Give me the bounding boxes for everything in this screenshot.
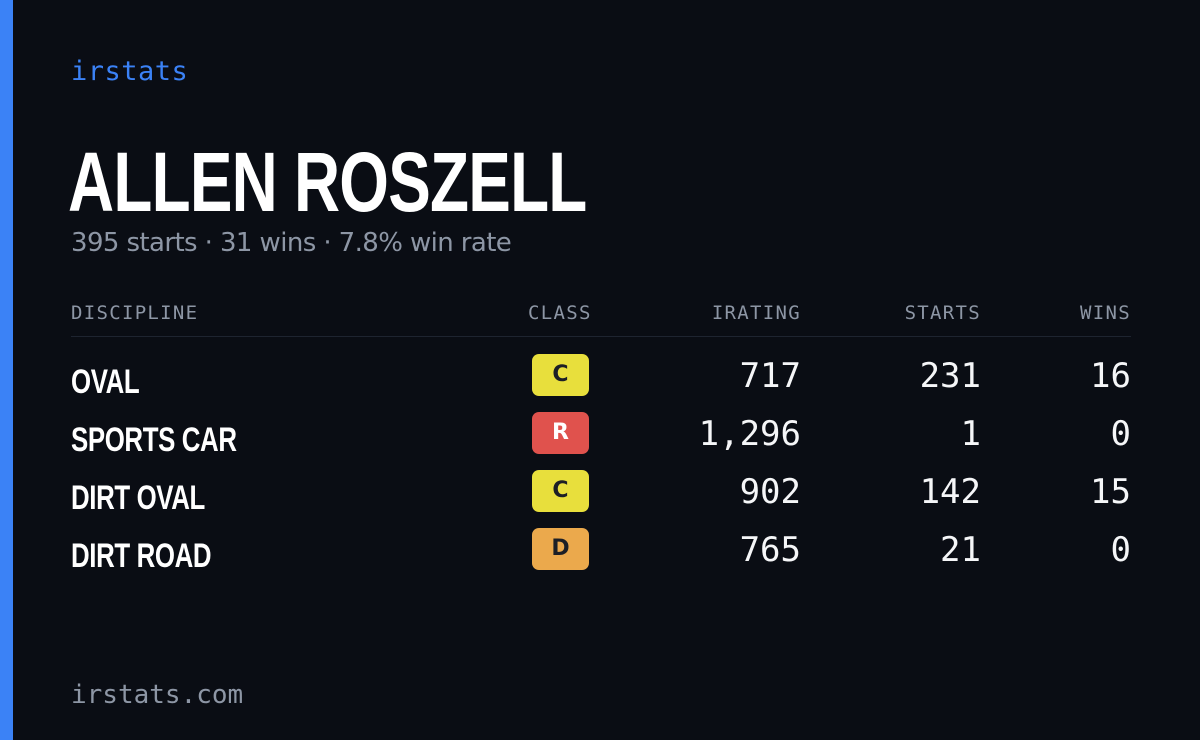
class-badge: R bbox=[532, 412, 589, 454]
brand-logo-text: irstats bbox=[71, 56, 189, 87]
starts-cell: 231 bbox=[919, 356, 981, 396]
class-badge: C bbox=[532, 354, 589, 396]
driver-summary: 395 starts · 31 wins · 7.8% win rate bbox=[71, 228, 512, 258]
header-divider bbox=[71, 336, 1131, 337]
wins-cell: 0 bbox=[1110, 414, 1131, 454]
column-header-starts: STARTS bbox=[904, 302, 981, 324]
column-header-irating: IRATING bbox=[711, 302, 801, 324]
table-row: SPORTS CAR R 1,296 1 0 bbox=[0, 412, 1200, 470]
wins-cell: 16 bbox=[1090, 356, 1131, 396]
discipline-cell: DIRT OVAL bbox=[71, 479, 205, 517]
column-header-discipline: DISCIPLINE bbox=[71, 302, 199, 324]
discipline-cell: DIRT ROAD bbox=[71, 537, 212, 575]
wins-cell: 15 bbox=[1090, 472, 1131, 512]
class-badge: C bbox=[532, 470, 589, 512]
starts-cell: 142 bbox=[919, 472, 981, 512]
accent-bar bbox=[0, 0, 13, 740]
irating-cell: 717 bbox=[739, 356, 801, 396]
footer-url: irstats.com bbox=[71, 680, 244, 710]
discipline-cell: OVAL bbox=[71, 363, 140, 401]
column-header-class: CLASS bbox=[528, 302, 592, 324]
driver-name: ALLEN ROSZELL bbox=[68, 135, 587, 229]
starts-cell: 21 bbox=[940, 530, 981, 570]
discipline-cell: SPORTS CAR bbox=[71, 421, 237, 459]
irating-cell: 765 bbox=[739, 530, 801, 570]
column-header-wins: WINS bbox=[1080, 302, 1131, 324]
table-row: DIRT ROAD D 765 21 0 bbox=[0, 528, 1200, 586]
table-row: OVAL C 717 231 16 bbox=[0, 354, 1200, 412]
class-badge: D bbox=[532, 528, 589, 570]
irating-cell: 902 bbox=[739, 472, 801, 512]
irating-cell: 1,296 bbox=[698, 414, 801, 454]
table-row: DIRT OVAL C 902 142 15 bbox=[0, 470, 1200, 528]
wins-cell: 0 bbox=[1110, 530, 1131, 570]
starts-cell: 1 bbox=[960, 414, 981, 454]
